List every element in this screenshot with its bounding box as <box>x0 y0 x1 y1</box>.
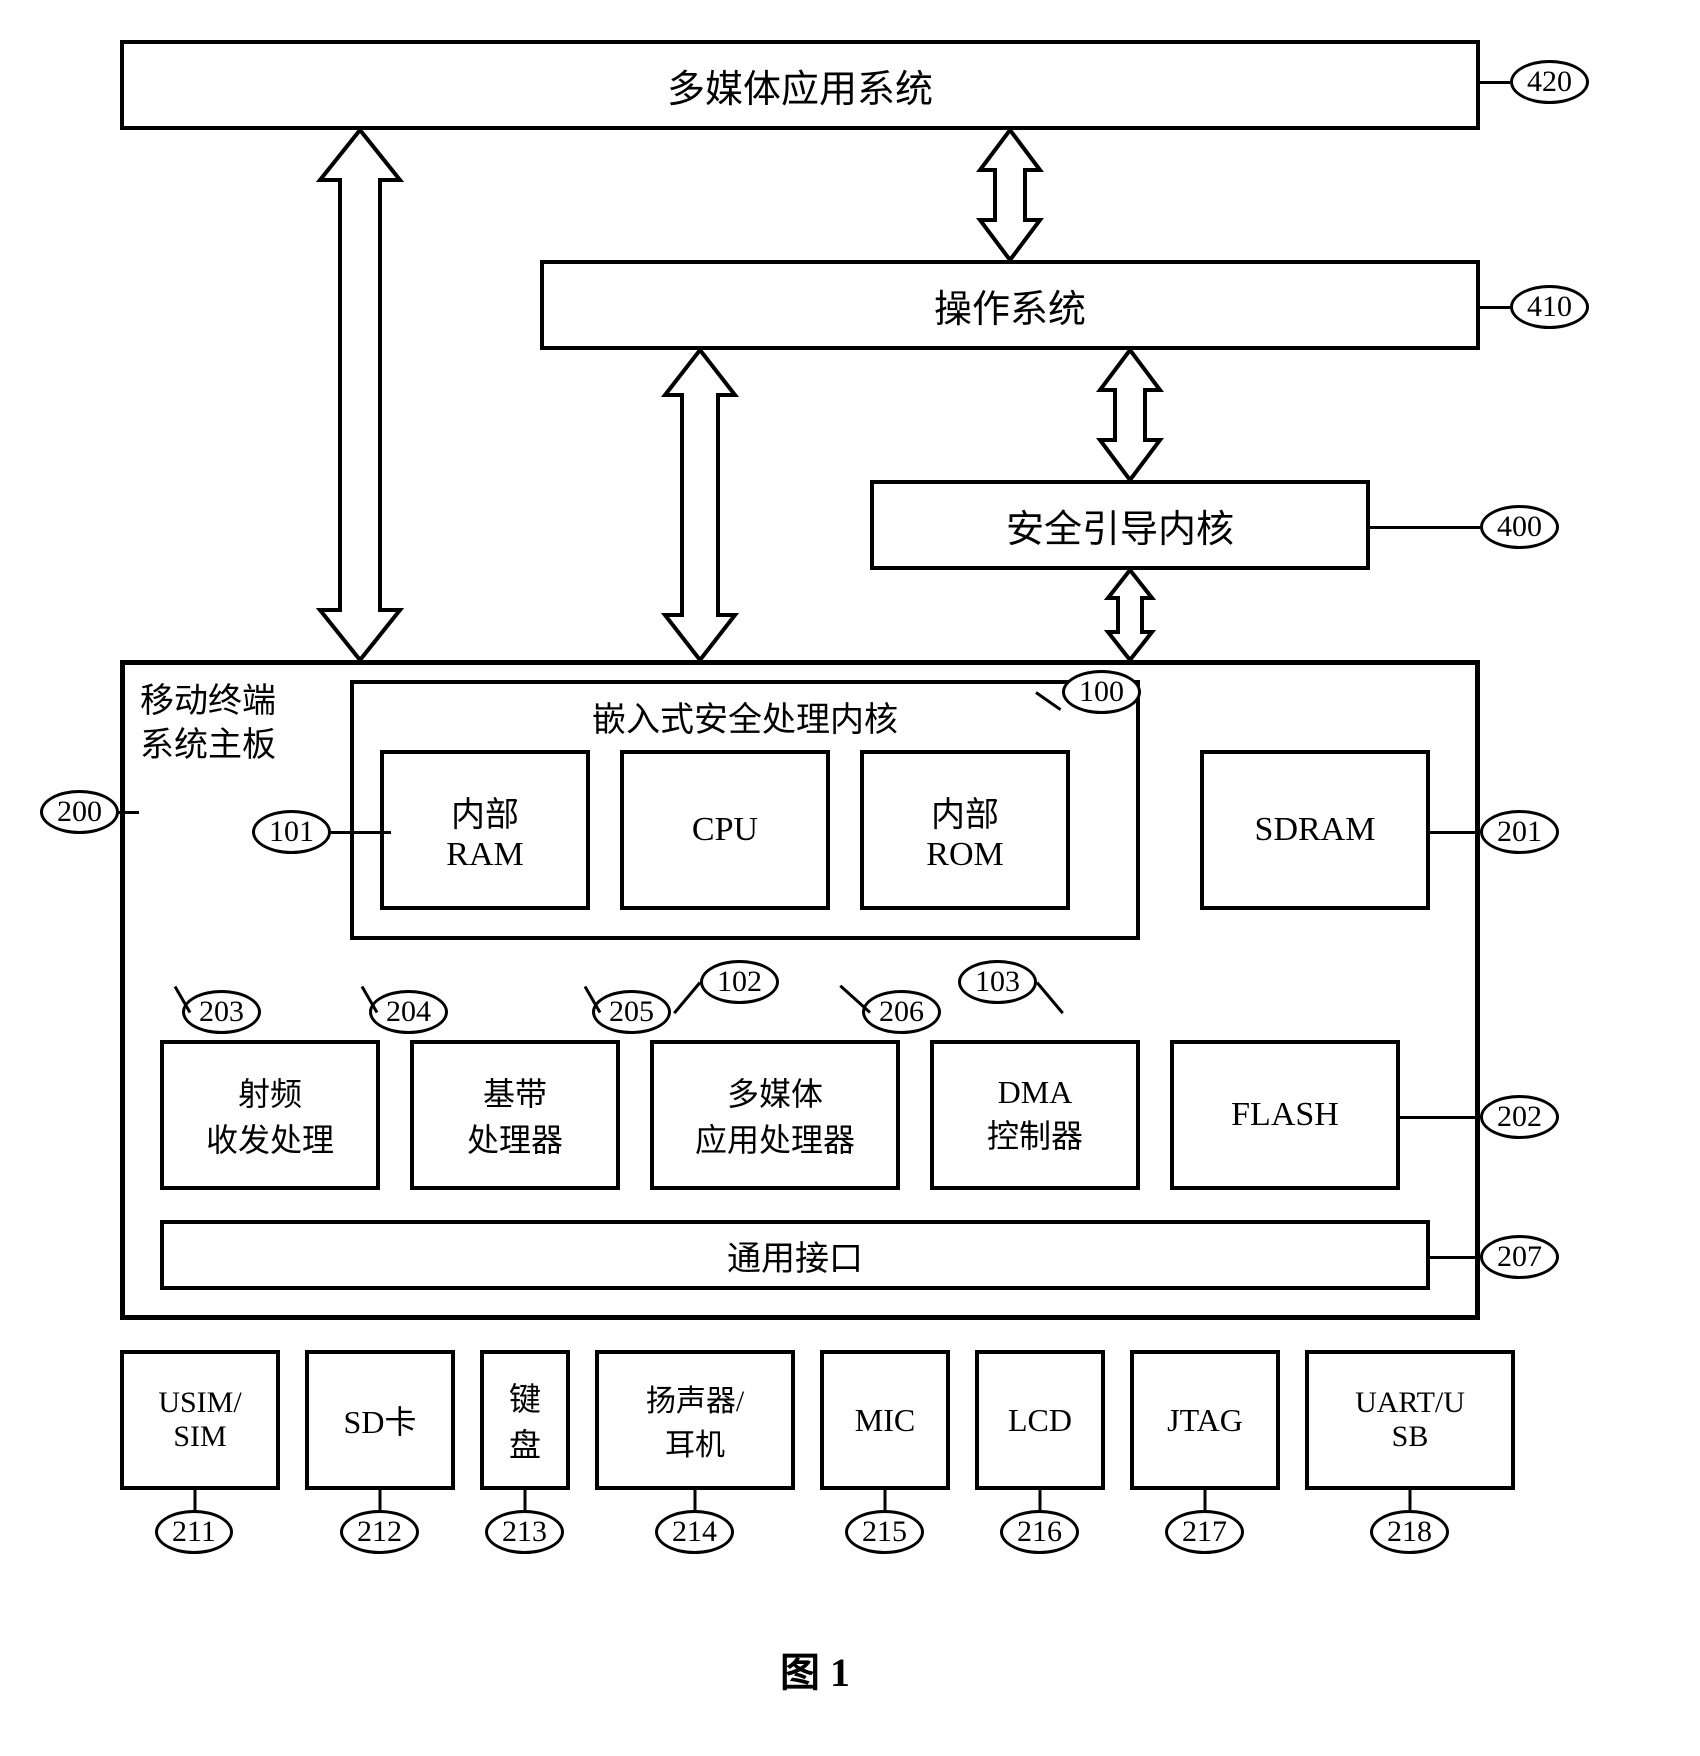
arrow-app-mainboard <box>300 130 420 660</box>
arrow-os-mainboard <box>650 350 750 660</box>
arrow-os-secureboot <box>1090 350 1170 480</box>
arrow-secureboot-mainboard <box>1100 570 1160 660</box>
arrow-app-os <box>970 130 1050 260</box>
periph-leads <box>40 40 1660 1560</box>
figure-label: 图 1 <box>780 1640 850 1698</box>
diagram-canvas: 多媒体应用系统 420 操作系统 410 安全引导内核 400 移动终端 系统主… <box>40 40 1660 1716</box>
